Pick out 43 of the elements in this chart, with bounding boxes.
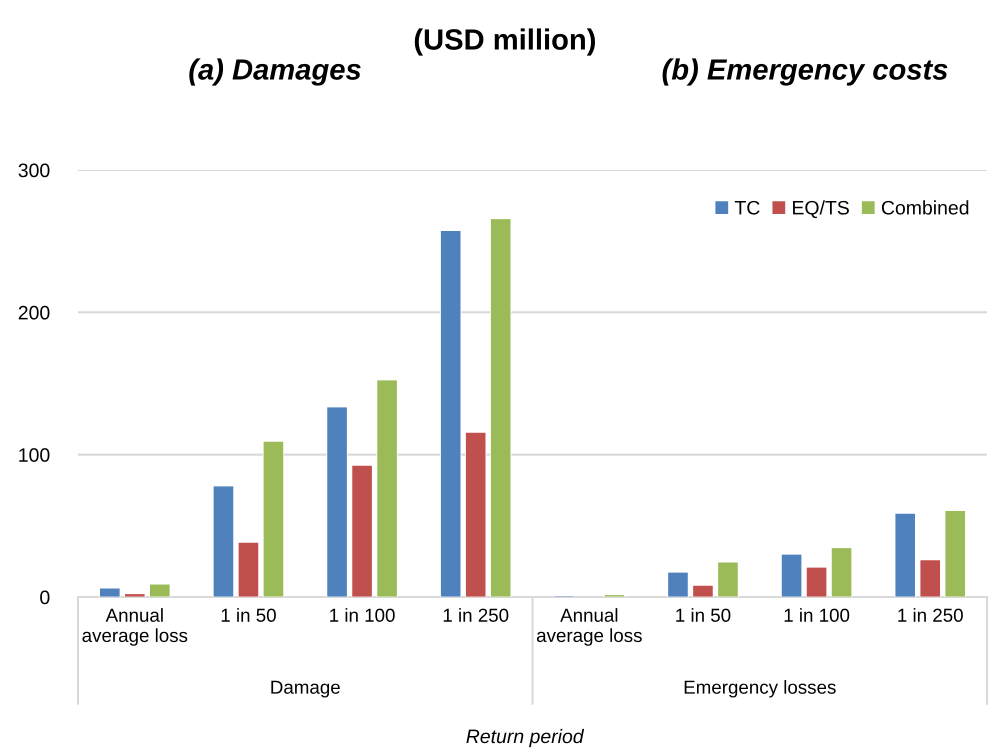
- bar: [717, 562, 739, 597]
- bar: [326, 406, 348, 597]
- bar: [238, 542, 260, 597]
- bar: [212, 486, 234, 597]
- bar: [830, 547, 852, 597]
- text: Damage: [271, 680, 340, 698]
- bar: [465, 432, 486, 597]
- bar: [944, 510, 966, 597]
- x-axis-title: Return period: [466, 728, 584, 748]
- legend-label: EQ/TS: [793, 200, 849, 218]
- bar: [780, 554, 802, 597]
- x-tick-label: Annual average loss: [82, 608, 188, 646]
- bar: [440, 230, 462, 597]
- text: Emergency losses: [684, 680, 836, 698]
- bar: [920, 559, 941, 597]
- bar: [124, 593, 146, 597]
- bar: [894, 512, 916, 597]
- x-tick-label: 1 in 50: [676, 608, 730, 622]
- bar: [262, 440, 284, 597]
- y-tick-label: 0: [40, 590, 50, 604]
- legend-label: TC: [734, 200, 760, 215]
- legend-label: Combined: [882, 200, 968, 215]
- text: (b) Emergency costs: [662, 58, 948, 86]
- bar: [351, 464, 373, 597]
- bar: [806, 566, 828, 597]
- bar: [490, 218, 512, 597]
- bar: [376, 380, 398, 597]
- text: (a) Damages: [189, 58, 361, 86]
- x-tick-label: 1 in 100: [784, 608, 850, 622]
- y-tick-label: 200: [18, 306, 50, 320]
- x-tick-label: Annual average loss: [536, 608, 642, 646]
- y-tick-label: 300: [18, 163, 50, 178]
- bar: [99, 588, 120, 597]
- bar: [667, 572, 689, 597]
- x-tick-label: 1 in 100: [330, 608, 395, 622]
- x-tick-label: 1 in 50: [222, 608, 276, 622]
- bar: [692, 584, 714, 597]
- chart-title: (USD million): [414, 28, 595, 56]
- x-tick-label: 1 in 250: [898, 608, 963, 622]
- y-tick-label: 100: [19, 448, 50, 462]
- x-tick-label: 1 in 250: [444, 608, 508, 622]
- bar: [149, 584, 170, 597]
- bar: [604, 594, 625, 597]
